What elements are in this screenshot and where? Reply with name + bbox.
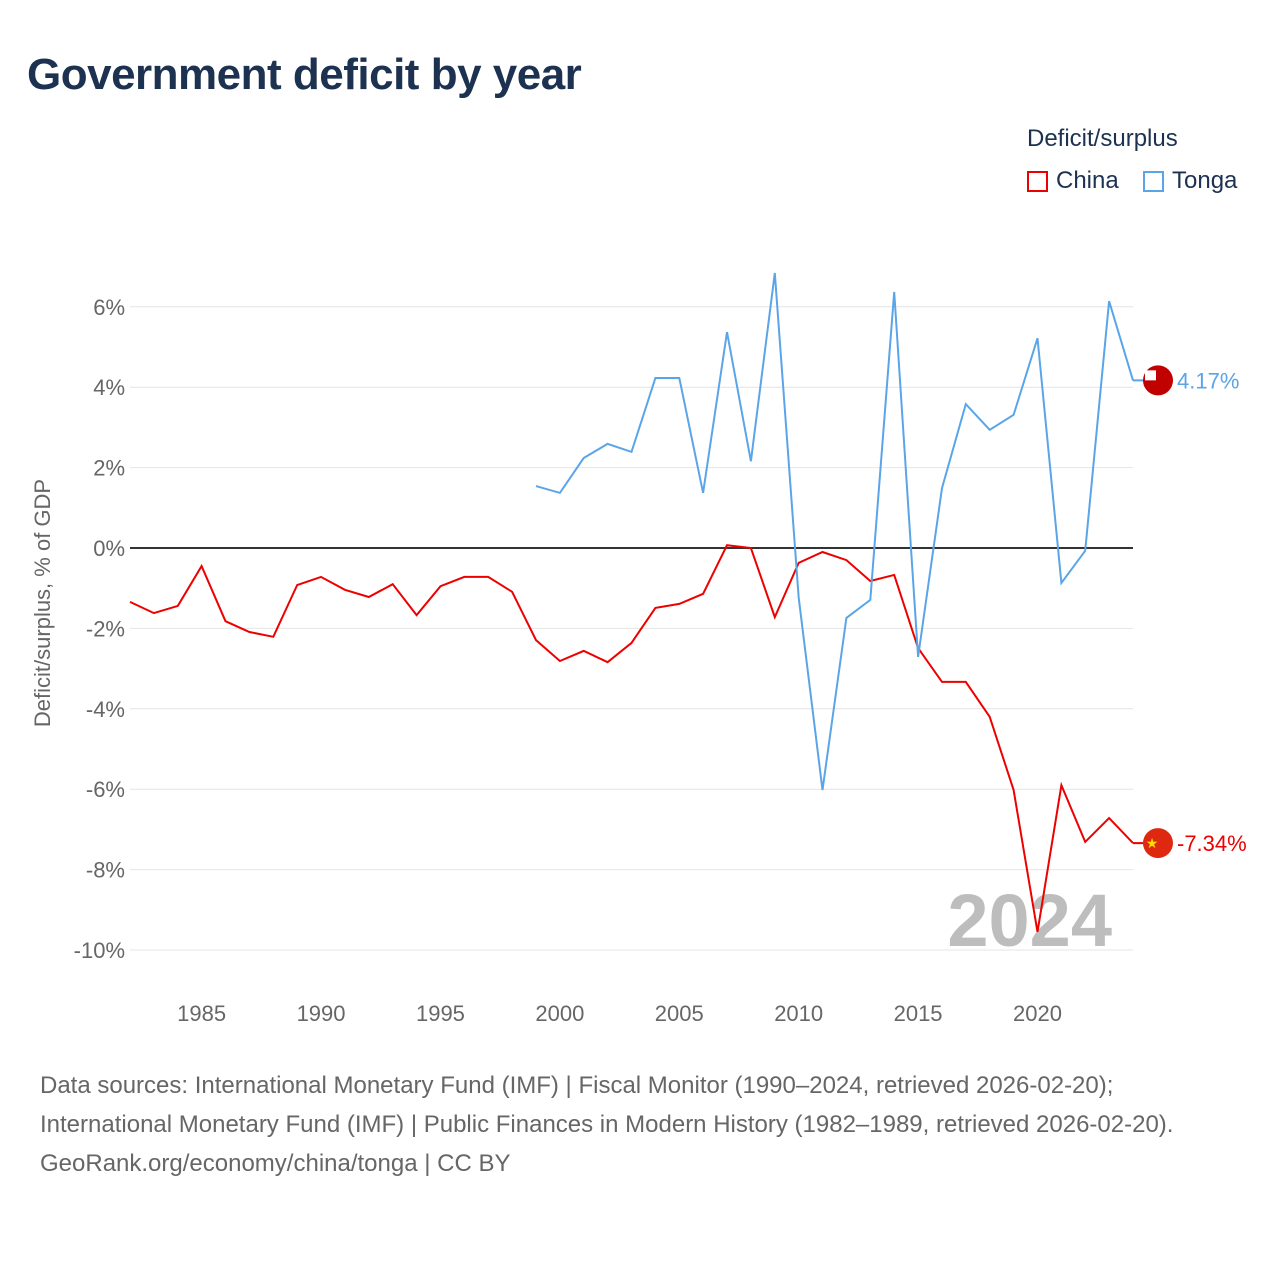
legend-label: China <box>1056 167 1119 194</box>
x-tick-label: 2015 <box>894 1001 943 1026</box>
y-tick-label: 4% <box>93 375 125 400</box>
y-tick-label: -6% <box>86 777 125 802</box>
legend-swatch <box>1143 170 1164 192</box>
legend-label: Tonga <box>1172 167 1238 194</box>
x-tick-label: 2020 <box>1013 1001 1062 1026</box>
x-tick-label: 1995 <box>416 1001 465 1026</box>
legend-item-china[interactable]: China <box>1027 167 1119 195</box>
y-tick-label: -8% <box>86 858 125 883</box>
x-tick-label: 2005 <box>655 1001 704 1026</box>
y-tick-label: -4% <box>86 697 125 722</box>
end-value-label: 4.17% <box>1177 368 1239 393</box>
y-tick-label: -2% <box>86 616 125 641</box>
x-tick-label: 1990 <box>297 1001 346 1026</box>
x-tick-label: 1985 <box>177 1001 226 1026</box>
y-tick-label: -10% <box>74 938 125 963</box>
y-tick-label: 2% <box>93 456 125 481</box>
legend-title: Deficit/surplus <box>1027 125 1178 152</box>
credit-link[interactable]: GeoRank.org/economy/china/tonga | CC BY <box>40 1150 511 1177</box>
data-sources: Data sources: International Monetary Fun… <box>40 1072 1174 1138</box>
footer: Data sources: International Monetary Fun… <box>40 1066 1240 1183</box>
legend-item-tonga[interactable]: Tonga <box>1143 167 1237 195</box>
flag-icon-china <box>1143 828 1173 859</box>
x-tick-label: 2010 <box>774 1001 823 1026</box>
end-value-label: -7.34% <box>1177 831 1247 856</box>
flag-star-icon: ★ <box>1146 835 1159 851</box>
series-line-china <box>129 544 1134 933</box>
year-label: 2024 <box>947 879 1112 962</box>
flag-canton-icon <box>1145 370 1156 381</box>
y-axis-label: Deficit/surplus, % of GDP <box>30 479 55 727</box>
legend-swatch <box>1027 170 1048 192</box>
series-line-tonga <box>535 272 1134 791</box>
x-tick-label: 2000 <box>535 1001 584 1026</box>
page-title: Government deficit by year <box>27 50 582 99</box>
y-tick-label: 6% <box>93 295 125 320</box>
y-tick-label: 0% <box>93 536 125 561</box>
